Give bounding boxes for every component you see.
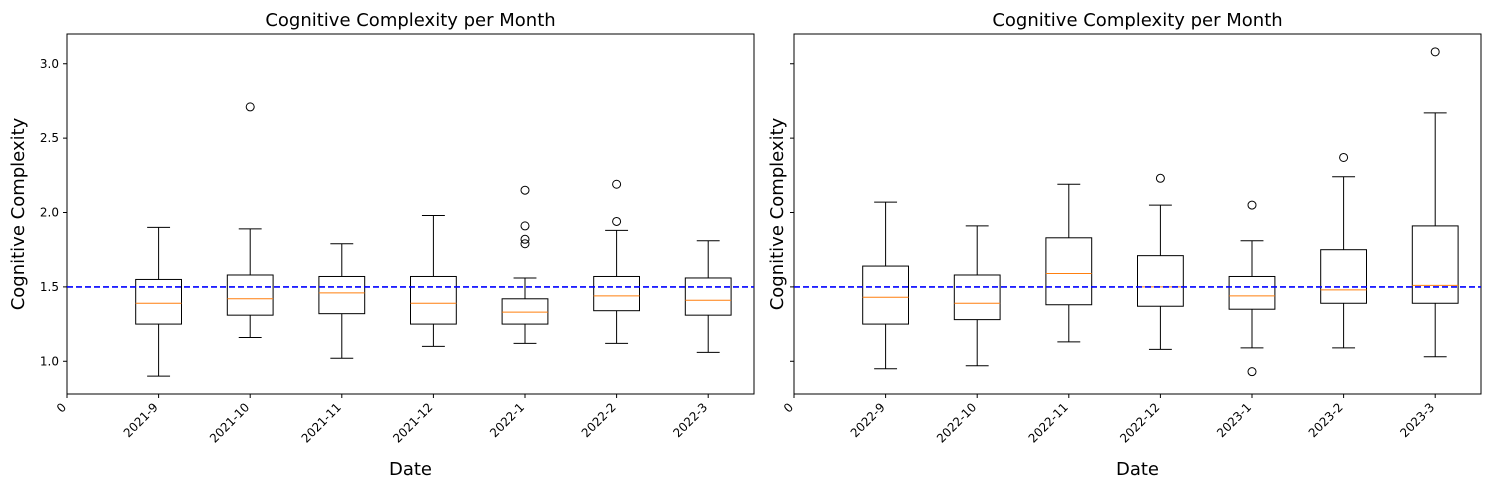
y-tick-label: 2.5 [40, 131, 59, 145]
x-tick-label: 0 [54, 400, 69, 415]
x-axis-label: Date [1116, 459, 1159, 480]
right-box-plot-panel: 0 2022-9 2022-10 2022-11 2022-12 2023-1 2023-2… [767, 10, 1482, 480]
x-tick-label: 2023-3 [1397, 400, 1437, 440]
x-tick-label: 2022-10 [934, 400, 979, 445]
outlier-point [520, 185, 530, 195]
x-tick-label: 2021-10 [207, 400, 252, 445]
box-2023-2 [1320, 152, 1367, 349]
x-tick-label: 2023-1 [1214, 400, 1254, 440]
iqr-box [1228, 275, 1276, 310]
box-2021-9 [135, 226, 182, 377]
y-tick-label: 1.5 [40, 280, 59, 294]
outlier-point [1430, 47, 1440, 57]
outlier-point [520, 239, 530, 249]
outlier-point [520, 221, 530, 231]
box-2022-9 [862, 201, 910, 370]
x-tick-label: 2023-2 [1306, 400, 1346, 440]
x-tick-label: 2021-12 [390, 400, 435, 445]
iqr-box [410, 275, 457, 325]
x-tick-label: 2022-1 [487, 400, 527, 440]
box-2022-12 [1137, 173, 1184, 350]
y-axis-label: Cognitive Complexity [767, 117, 788, 310]
outlier-point [612, 179, 622, 189]
iqr-box [1137, 255, 1184, 307]
x-tick-label: 2022-12 [1117, 400, 1162, 445]
box-2021-10 [226, 102, 274, 338]
iqr-box [318, 275, 366, 315]
y-tick-label: 2.0 [40, 206, 59, 220]
iqr-box [501, 298, 549, 325]
iqr-box [953, 274, 1001, 321]
plot-area-frame [66, 33, 755, 395]
y-axis-label: Cognitive Complexity [8, 117, 29, 310]
iqr-box [684, 277, 732, 316]
outlier-point [1247, 200, 1257, 210]
y-tick-label: 3.0 [40, 57, 59, 71]
x-tick-label: 2022-2 [579, 400, 619, 440]
box-2022-2 [593, 179, 641, 344]
x-tick-label: 2021-9 [121, 400, 161, 440]
plot-area-frame [793, 33, 1482, 395]
outlier-point [520, 234, 530, 244]
box-2022-1 [501, 185, 549, 344]
outlier-point [1247, 367, 1257, 377]
outlier-point [245, 102, 255, 112]
y-tick-label: 1.0 [40, 354, 59, 368]
box-2022-10 [953, 225, 1001, 367]
iqr-box [593, 275, 641, 312]
iqr-box [1411, 225, 1459, 304]
x-tick-label: 2022-3 [670, 400, 710, 440]
box-2022-3 [684, 240, 732, 353]
box-2022-11 [1045, 183, 1093, 343]
box-2023-3 [1411, 47, 1459, 358]
iqr-box [1320, 249, 1367, 304]
x-tick-label: 2021-11 [299, 400, 344, 445]
left-box-plot-panel: 1.0 1.5 2.0 2.5 3.0 0 2021-9 2021-10 2021-11 2021… [8, 10, 755, 480]
x-tick-label: 2022-9 [848, 400, 888, 440]
outlier-point [612, 216, 622, 226]
box-2021-12 [410, 214, 457, 347]
x-axis-label: Date [389, 459, 432, 480]
chart-title: Cognitive Complexity per Month [265, 10, 555, 31]
iqr-box [1045, 237, 1093, 306]
x-tick-label: 0 [781, 400, 796, 415]
outlier-point [1339, 152, 1349, 162]
box-2021-11 [318, 243, 366, 359]
box-2023-1 [1228, 200, 1276, 377]
iqr-box [226, 274, 274, 316]
iqr-box [862, 265, 910, 325]
x-tick-label: 2022-11 [1026, 400, 1071, 445]
chart-title: Cognitive Complexity per Month [992, 10, 1282, 31]
outlier-point [1155, 173, 1165, 183]
